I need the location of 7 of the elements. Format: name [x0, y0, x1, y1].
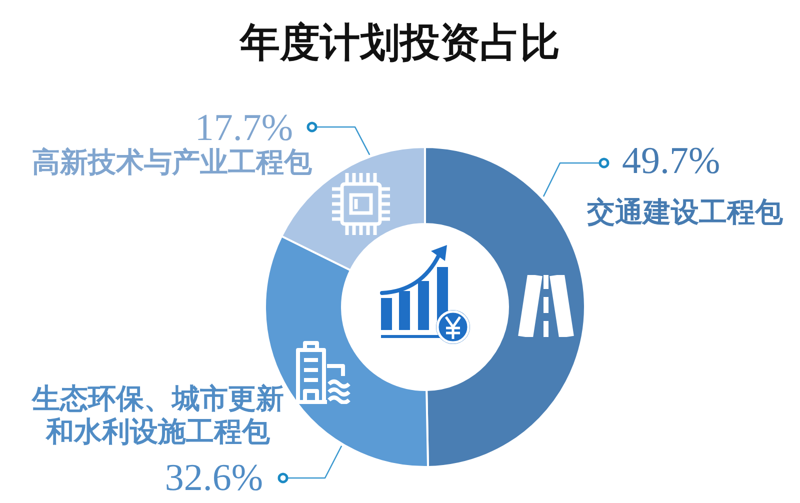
data-label: 32.6% — [164, 457, 263, 499]
data-label: 17.7% — [194, 107, 293, 149]
data-label: 49.7% — [622, 140, 720, 182]
slice-label: 高新技术与产业工程包 — [32, 146, 313, 178]
slice-label: 交通建设工程包 — [586, 196, 784, 228]
chart-title: 年度计划投资占比 — [239, 20, 560, 66]
slice-label: 生态环保、城市更新和水利设施工程包 — [31, 383, 284, 448]
